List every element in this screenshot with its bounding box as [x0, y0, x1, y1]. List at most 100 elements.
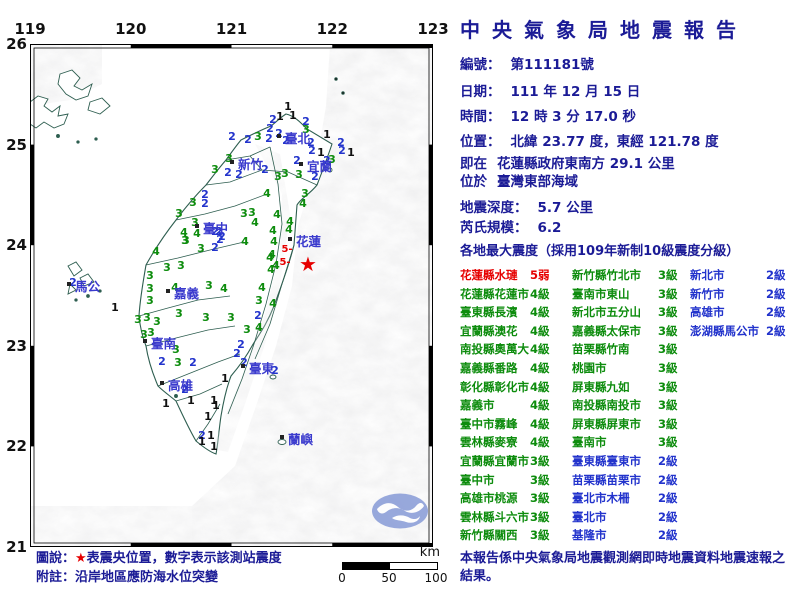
station-intensity-number: 2	[266, 122, 274, 135]
station-name: 臺南市	[572, 435, 607, 450]
station-level: 3級	[658, 268, 678, 282]
intensity-row: 臺南市東山 3級	[572, 285, 678, 304]
station-name: 澎湖縣馬公市	[690, 323, 759, 338]
station-intensity-number: 2	[240, 356, 248, 369]
intensity-row: 新竹縣關西 3級	[460, 526, 550, 545]
station-level: 3級	[658, 360, 678, 375]
station-intensity-number: 2	[228, 130, 236, 143]
offshore-islands	[67, 77, 345, 445]
station-intensity-number: 4	[255, 321, 263, 334]
station-intensity-number: 2	[198, 429, 206, 442]
station-intensity-number: 4	[263, 187, 271, 200]
station-intensity-number: 2	[302, 115, 310, 128]
station-intensity-number: 3	[197, 242, 205, 255]
intensity-row: 臺中市霧峰 4級	[460, 415, 550, 434]
station-intensity-number: 5-	[279, 257, 290, 268]
station-intensity-number: 1	[323, 128, 331, 141]
station-intensity-number: 4	[299, 197, 307, 210]
station-level: 4級	[530, 416, 550, 431]
lon-tick-label: 121	[215, 20, 248, 38]
city-label: 蘭嶼	[288, 432, 314, 447]
city-marker	[143, 339, 147, 343]
station-intensity-number: 1	[284, 100, 292, 113]
station-intensity-number: 2	[158, 355, 166, 368]
field-label: 編號：	[460, 57, 501, 73]
map-legend: 圖說：★表震央位置，數字表示該測站震度 附註：沿岸地區應防海水位突變	[36, 549, 282, 587]
station-intensity-number: 3	[254, 130, 262, 143]
station-intensity-number: 1	[210, 440, 218, 453]
station-level: 2級	[766, 305, 786, 320]
station-intensity-number: 2	[69, 276, 77, 289]
station-intensity-number: 3	[274, 170, 282, 183]
city-marker	[288, 237, 292, 241]
scale-tick-0: 0	[338, 571, 346, 585]
station-name: 桃園市	[572, 360, 607, 375]
station-intensity-number: 4	[193, 227, 201, 240]
intensity-row: 臺東縣臺東市 2級	[572, 452, 678, 471]
station-intensity-number: 2	[201, 188, 209, 201]
station-name: 臺中市	[460, 472, 495, 487]
city-label: 新竹	[238, 157, 264, 172]
station-intensity-number: 3	[243, 323, 251, 336]
lat-tick-label: 22	[6, 437, 27, 456]
station-intensity-number: 3	[227, 311, 235, 324]
intensity-row: 苗栗縣苗栗市 2級	[572, 471, 678, 490]
lat-tick-label: 25	[6, 135, 27, 154]
field-label: 即在	[460, 156, 487, 172]
intensity-row: 基隆市 2級	[572, 526, 678, 545]
station-intensity-number: 4	[269, 224, 277, 237]
station-level: 4級	[530, 398, 550, 413]
station-intensity-number: 2	[269, 113, 277, 126]
station-intensity-number: 2	[254, 309, 262, 322]
station-intensity-number: 1	[210, 394, 218, 407]
report-field: 芮氏規模： 6.2	[460, 216, 561, 236]
cwb-logo-watermark	[372, 493, 428, 529]
station-level: 4級	[530, 323, 550, 338]
intensity-row: 臺南市 3級	[572, 433, 678, 452]
station-intensity-number: 3	[181, 234, 189, 247]
station-name: 花蓮縣花蓮市	[460, 286, 529, 301]
field-label: 位於	[460, 174, 487, 190]
station-intensity-number: 3	[295, 168, 303, 181]
report-field: 編號： 第111181號	[460, 53, 594, 73]
station-intensity-number: 2	[275, 127, 283, 140]
station-intensity-number: 3	[163, 261, 171, 274]
station-level: 4級	[530, 360, 550, 375]
station-intensity-number: 2	[215, 225, 223, 238]
station-intensity-number: 3	[202, 311, 210, 324]
legend-line-epicenter: 圖說：★表震央位置，數字表示該測站震度	[36, 551, 282, 566]
city-marker	[160, 381, 164, 385]
station-intensity-number: 3	[134, 313, 142, 326]
station-name: 新竹縣竹北市	[572, 268, 641, 282]
station-level: 4級	[530, 286, 550, 301]
station-intensity-number: 3	[177, 259, 185, 272]
city-label: 臺北	[285, 131, 311, 146]
scale-tick-100: 100	[424, 571, 448, 585]
station-intensity-number: 3	[281, 167, 289, 180]
station-intensity-number: 4	[220, 282, 228, 295]
field-value: 北緯 23.77 度，東經 121.78 度	[510, 134, 719, 150]
station-intensity-number: 2	[265, 132, 273, 145]
station-intensity-number: 4	[180, 226, 188, 239]
station-intensity-number: 2	[307, 136, 315, 149]
intensity-row: 屏東縣屏東市 3級	[572, 415, 678, 434]
station-intensity-number: 3	[143, 311, 151, 324]
station-name: 雲林縣斗六市	[460, 509, 529, 524]
station-intensity-number: 1	[347, 146, 355, 159]
intensity-row: 南投縣南投市 3級	[572, 396, 678, 415]
station-intensity-number: 3	[240, 207, 248, 220]
station-level: 4級	[530, 342, 550, 357]
city-label: 臺東	[249, 361, 275, 376]
station-intensity-number: 3	[191, 216, 199, 229]
station-intensity-number: 2	[216, 233, 224, 246]
report-field: 位置： 北緯 23.77 度，東經 121.78 度	[460, 130, 719, 150]
station-level: 3級	[530, 472, 550, 487]
station-name: 花蓮縣水璉	[460, 268, 518, 282]
station-level: 2級	[766, 323, 786, 338]
station-intensity-number: 4	[269, 297, 277, 310]
station-intensity-number: 3	[174, 356, 182, 369]
epicenter-layer: ★	[299, 252, 317, 276]
station-name: 新北市	[690, 268, 725, 282]
